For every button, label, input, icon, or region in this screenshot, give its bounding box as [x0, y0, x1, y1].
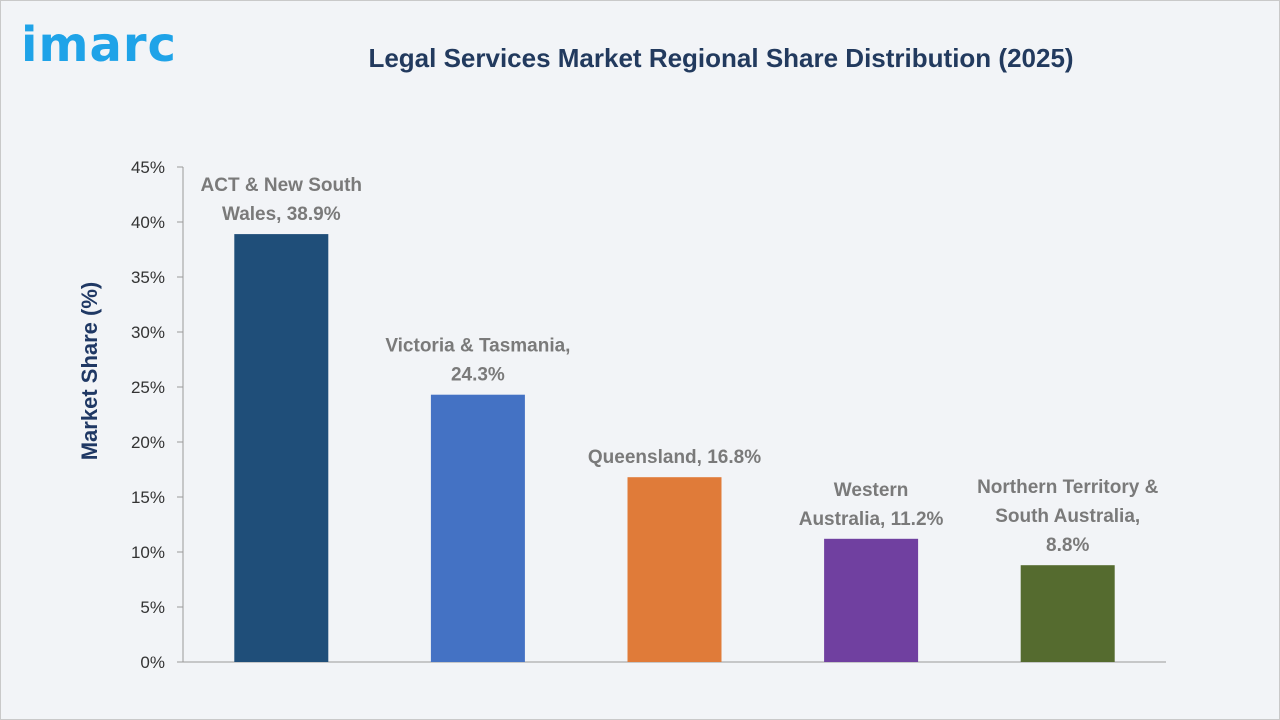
data-label-3: Queensland, 16.8% [588, 447, 761, 468]
chart-title: Legal Services Market Regional Share Dis… [368, 43, 1074, 73]
y-tick-label: 5% [140, 598, 165, 617]
bar-4 [824, 538, 919, 662]
y-tick-label: 20% [131, 433, 165, 452]
bar-5 [1020, 565, 1115, 662]
bar-2 [430, 394, 525, 662]
data-label-2: Victoria & Tasmania, [385, 336, 570, 357]
data-label-5: South Australia, [995, 506, 1140, 527]
data-label-4: Western [834, 480, 909, 501]
y-tick-label: 40% [131, 213, 165, 232]
y-tick-label: 15% [131, 488, 165, 507]
y-tick-label: 0% [140, 653, 165, 672]
imarc-logo: imarc [21, 17, 177, 73]
bar-1 [234, 234, 329, 662]
data-label-4: Australia, 11.2% [799, 509, 944, 530]
data-label-1: ACT & New South [201, 175, 363, 196]
y-tick-label: 10% [131, 543, 165, 562]
y-tick-label: 30% [131, 323, 165, 342]
y-tick-label: 25% [131, 378, 165, 397]
y-tick-label: 35% [131, 268, 165, 287]
data-label-5: Northern Territory & [977, 477, 1159, 498]
data-label-5: 8.8% [1046, 535, 1089, 556]
data-label-2: 24.3% [451, 365, 505, 386]
bar-3 [627, 477, 722, 662]
data-label-1: Wales, 38.9% [222, 204, 341, 225]
y-tick-label: 45% [131, 158, 165, 177]
y-axis-title: Market Share (%) [77, 282, 102, 461]
